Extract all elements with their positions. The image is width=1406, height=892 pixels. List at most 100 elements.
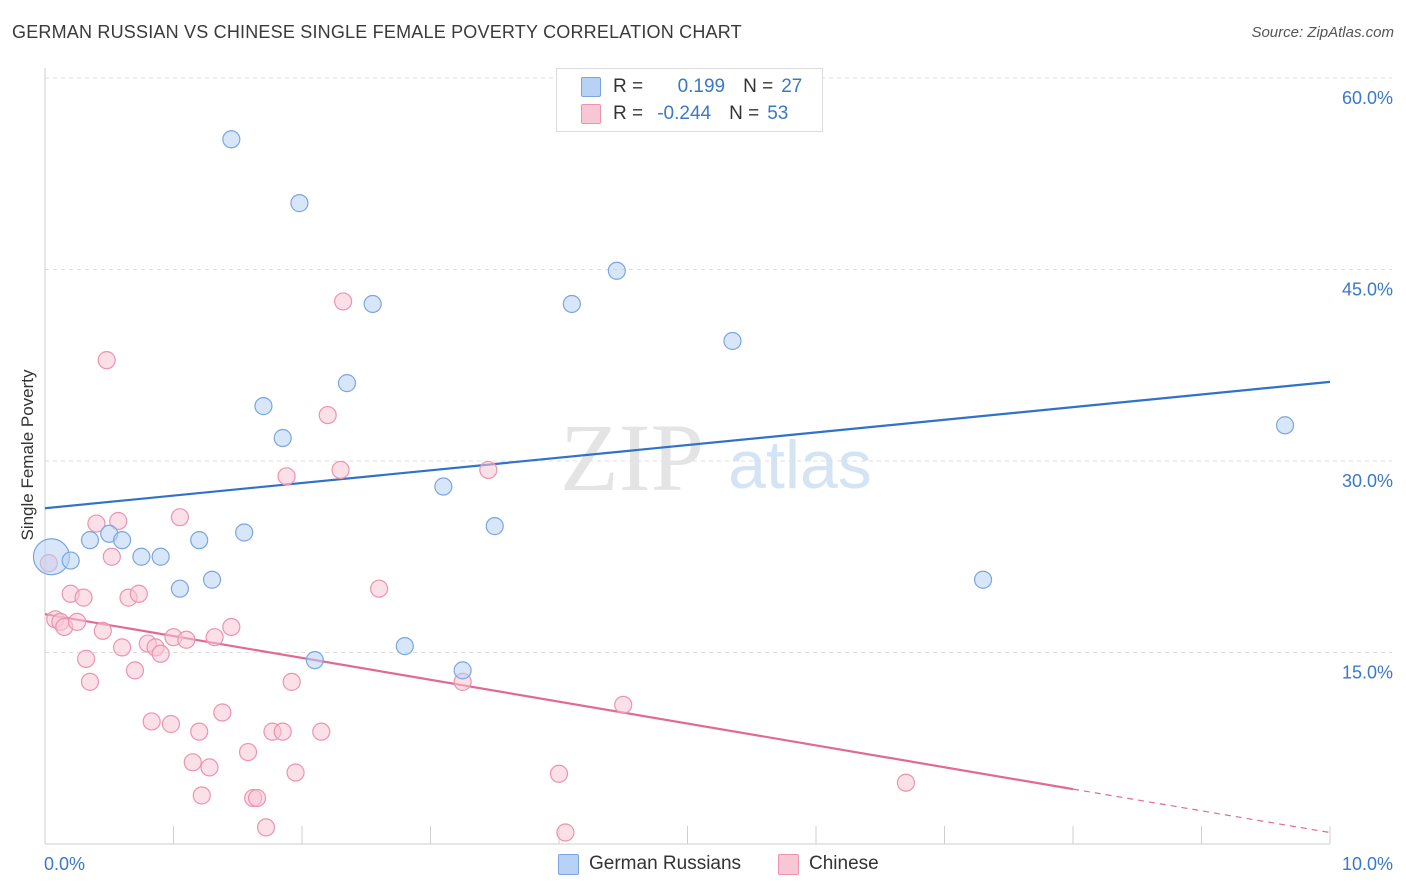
data-point — [485, 517, 504, 536]
legend-item-german-russians: German Russians — [558, 853, 741, 875]
data-point — [222, 617, 241, 637]
data-point — [213, 703, 232, 722]
data-point — [177, 630, 196, 649]
n-label: N = — [743, 76, 774, 97]
data-point — [151, 644, 170, 663]
data-point — [1275, 416, 1295, 435]
data-point — [190, 722, 209, 741]
data-point — [93, 621, 112, 640]
r-value: 0.199 — [677, 76, 726, 97]
data-point — [68, 612, 87, 631]
n-value: 27 — [781, 76, 803, 97]
y-tick-label: 30.0% — [1342, 471, 1393, 491]
legend-swatch-chinese — [581, 104, 601, 124]
data-point — [273, 722, 292, 741]
data-point — [102, 547, 121, 566]
data-point — [318, 405, 337, 425]
r-value: -0.244 — [657, 103, 712, 124]
data-point — [305, 651, 324, 670]
series-legend: German Russians Chinese — [0, 851, 1406, 879]
data-point — [562, 294, 581, 314]
n-label: N = — [729, 103, 760, 124]
data-point — [97, 351, 116, 370]
data-point — [170, 508, 190, 527]
legend-label-chinese: Chinese — [809, 853, 879, 874]
data-point — [331, 460, 350, 480]
data-point — [74, 588, 93, 607]
data-point — [973, 570, 993, 589]
data-point — [479, 460, 498, 480]
data-point — [77, 649, 96, 668]
r-label: R = — [613, 76, 644, 97]
data-point — [556, 823, 575, 842]
source-label: Source: ZipAtlas.com — [1251, 24, 1394, 41]
axes — [44, 68, 1331, 845]
data-point — [183, 753, 202, 772]
data-point — [125, 661, 145, 680]
data-point — [170, 579, 190, 598]
y-tick-label: 60.0% — [1342, 88, 1393, 108]
data-point — [395, 637, 414, 656]
n-value: 53 — [767, 103, 789, 124]
data-point — [247, 788, 267, 808]
data-point — [370, 579, 389, 598]
data-point — [112, 638, 132, 657]
data-point — [238, 742, 258, 762]
r-label: R = — [613, 103, 644, 124]
data-point — [723, 331, 742, 351]
data-point — [142, 712, 161, 731]
data-point — [337, 374, 357, 393]
data-point — [222, 130, 241, 149]
y-tick-label: 15.0% — [1342, 663, 1393, 683]
legend-row-german-russians: R = 0.199 N = 27 — [581, 75, 802, 99]
data-point — [80, 672, 100, 691]
data-point — [129, 584, 148, 603]
data-point — [202, 570, 222, 589]
data-point — [61, 551, 80, 570]
chart-title: GERMAN RUSSIAN VS CHINESE SINGLE FEMALE … — [12, 22, 742, 42]
data-point — [549, 764, 569, 783]
y-tick-label: 45.0% — [1342, 280, 1393, 300]
legend-row-chinese: R = -0.244 N = 53 — [581, 102, 788, 126]
correlation-legend: R = 0.199 N = 27 R = -0.244 N = 53 — [556, 68, 823, 132]
legend-swatch-german-russians — [581, 77, 601, 97]
x-tick-label: 0.0% — [44, 854, 85, 874]
data-points — [32, 130, 1295, 842]
legend-swatch-chinese — [778, 853, 799, 875]
data-point — [453, 661, 472, 680]
data-point — [200, 758, 219, 777]
grid-lines — [45, 77, 1392, 653]
data-point — [254, 397, 273, 416]
data-point — [434, 477, 453, 496]
data-point — [192, 786, 211, 805]
data-point — [235, 523, 254, 542]
data-point — [277, 467, 296, 486]
data-point — [290, 194, 309, 213]
data-point — [80, 531, 100, 550]
data-point — [312, 722, 331, 741]
data-point — [151, 547, 170, 566]
data-point — [607, 261, 626, 280]
data-point — [286, 763, 305, 782]
trend-line-extension — [1072, 788, 1331, 834]
data-point — [112, 531, 132, 550]
legend-label-german-russians: German Russians — [589, 853, 742, 874]
data-point — [109, 511, 128, 531]
legend-swatch-german-russians — [558, 853, 579, 875]
legend-item-chinese: Chinese — [778, 853, 879, 875]
data-point — [161, 714, 181, 734]
data-point — [205, 628, 224, 647]
data-point — [334, 292, 353, 311]
trend-line — [44, 380, 1331, 510]
data-point — [87, 514, 106, 533]
data-point — [256, 818, 276, 837]
data-point — [282, 672, 301, 691]
x-tick-label: 10.0% — [1342, 854, 1393, 874]
data-point — [896, 773, 916, 792]
data-point — [190, 531, 209, 550]
data-point — [363, 294, 382, 314]
data-point — [614, 695, 633, 714]
tick-labels: 15.0% 30.0% 45.0% 60.0% 0.0% 10.0% — [44, 88, 1393, 874]
watermark-zip: ZIP — [560, 404, 704, 511]
